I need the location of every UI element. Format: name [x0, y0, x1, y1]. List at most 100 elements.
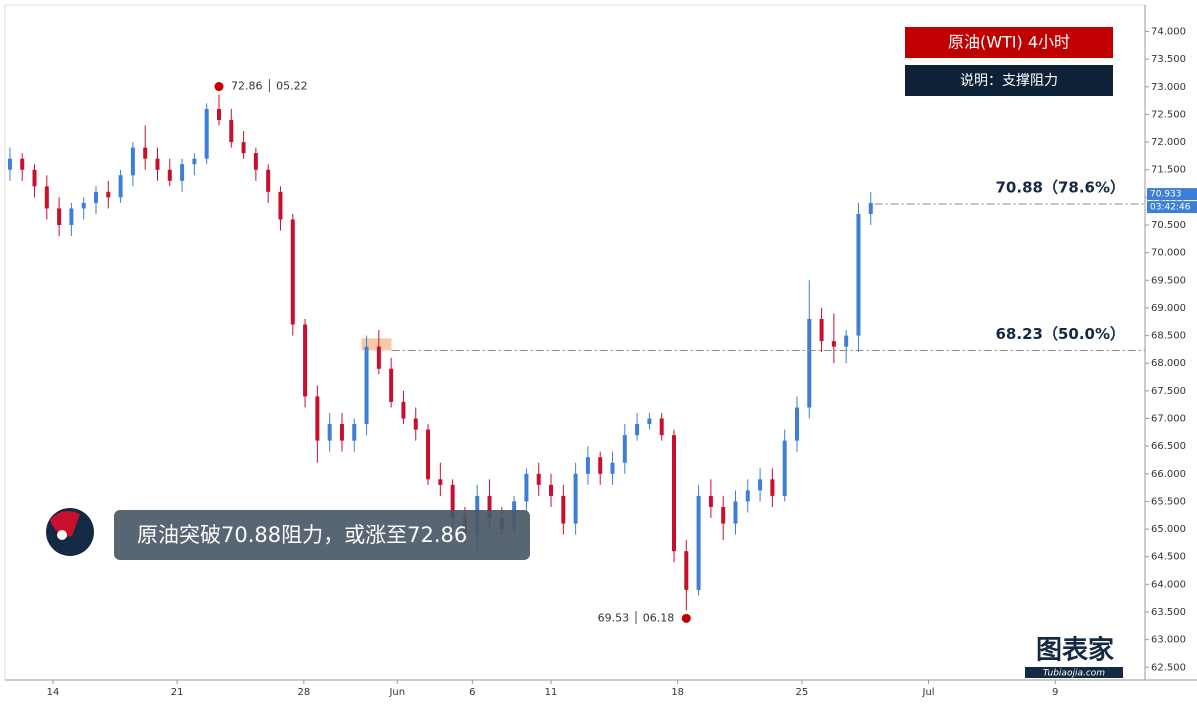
- candle-body: [106, 191, 111, 198]
- candle-body: [598, 457, 603, 474]
- y-tick-label: 66.500: [1151, 441, 1186, 452]
- y-tick-label: 72.000: [1151, 137, 1186, 148]
- candle-body: [585, 457, 590, 474]
- chart-title: 原油(WTI) 4小时: [948, 33, 1070, 52]
- y-tick-label: 73.000: [1151, 82, 1186, 93]
- candle-body: [266, 169, 271, 192]
- candle-body: [856, 213, 861, 336]
- y-tick-label: 64.500: [1151, 552, 1186, 563]
- candle-body: [216, 108, 221, 120]
- candle-body: [118, 175, 123, 198]
- candle-body: [844, 335, 849, 347]
- headline: 原油突破70.88阻力，或涨至72.86: [137, 523, 467, 547]
- candle-body: [32, 169, 37, 187]
- candle-body: [413, 418, 418, 430]
- y-tick-label: 65.000: [1151, 524, 1186, 535]
- y-tick-label: 71.500: [1151, 165, 1186, 176]
- chart-subtitle: 说明：支撑阻力: [960, 73, 1058, 89]
- x-tick-label: 11: [545, 687, 558, 698]
- y-tick-label: 72.500: [1151, 109, 1186, 120]
- headline-box: [114, 510, 530, 560]
- price-tag: 70.933: [1150, 190, 1182, 200]
- candle-body: [868, 202, 873, 214]
- candle-body: [376, 346, 381, 369]
- candle-body: [20, 158, 25, 170]
- candle-body: [389, 368, 394, 402]
- y-tick-label: 67.000: [1151, 414, 1186, 425]
- candle-body: [770, 479, 775, 496]
- y-tick-label: 68.500: [1151, 331, 1186, 342]
- candle-body: [561, 495, 566, 524]
- candle-body: [647, 418, 652, 425]
- candle-body: [524, 473, 529, 502]
- highlight-box: [361, 338, 392, 351]
- x-tick-label: 28: [297, 687, 310, 698]
- candle-body: [610, 462, 615, 474]
- y-tick-label: 68.000: [1151, 358, 1186, 369]
- x-tick-label: 18: [671, 687, 684, 698]
- candle-body: [671, 435, 676, 552]
- y-tick-label: 70.500: [1151, 220, 1186, 231]
- logo-icon-eye: [57, 530, 67, 540]
- y-tick-label: 70.000: [1151, 248, 1186, 259]
- candle-body: [426, 429, 431, 480]
- candle-body: [241, 142, 246, 154]
- candle-body: [290, 219, 295, 325]
- y-tick-label: 74.000: [1151, 27, 1186, 38]
- candle-body: [401, 401, 406, 419]
- extreme-dot: [214, 82, 224, 92]
- candle-body: [167, 169, 172, 181]
- title-box: [905, 27, 1113, 58]
- candle-body: [536, 473, 541, 485]
- logo-text: 图表家: [1036, 635, 1114, 666]
- y-tick-label: 65.500: [1151, 496, 1186, 507]
- x-tick-label: 21: [171, 687, 184, 698]
- y-tick-label: 62.500: [1151, 662, 1186, 673]
- x-tick-label: 14: [47, 687, 60, 698]
- candle-body: [635, 424, 640, 436]
- candle-body: [315, 396, 320, 441]
- x-tick-label: 6: [469, 687, 475, 698]
- subtitle-box: [905, 65, 1113, 96]
- y-tick-label: 69.500: [1151, 275, 1186, 286]
- y-tick-label: 67.500: [1151, 386, 1186, 397]
- candle-body: [659, 418, 664, 436]
- candle-body: [573, 473, 578, 524]
- candle-body: [782, 440, 787, 496]
- x-tick-label: 25: [796, 687, 809, 698]
- logo-sub: Tubiaojia.com: [1043, 669, 1105, 679]
- extreme-dot: [681, 613, 691, 623]
- x-tick-label: 9: [1052, 687, 1058, 698]
- candle-body: [794, 407, 799, 441]
- candle-body: [819, 319, 824, 342]
- candle-body: [192, 158, 197, 165]
- candle-body: [622, 435, 627, 463]
- candle-body: [94, 191, 99, 203]
- candle-body: [130, 147, 135, 176]
- y-tick-label: 69.000: [1151, 303, 1186, 314]
- candle-body: [278, 191, 283, 220]
- candle-body: [450, 484, 455, 519]
- extreme-label: 69.53 │ 06.18: [598, 610, 675, 624]
- candle-body: [327, 424, 332, 441]
- candle-body: [253, 153, 258, 170]
- candle-body: [831, 341, 836, 347]
- candle-body: [155, 158, 160, 170]
- x-tick-label: Jun: [388, 687, 405, 698]
- logo-icon-mark: [50, 511, 80, 537]
- candle-body: [733, 501, 738, 524]
- y-tick-label: 64.000: [1151, 579, 1186, 590]
- plot-frame: [4, 4, 1146, 681]
- extreme-label: 72.86 │ 05.22: [231, 79, 308, 93]
- y-tick-label: 66.000: [1151, 469, 1186, 480]
- candle-body: [180, 164, 185, 181]
- countdown: 03:42:46: [1150, 203, 1191, 213]
- candle-body: [684, 551, 689, 590]
- x-tick-label: Jul: [922, 687, 935, 698]
- logo-sub-box: [1025, 667, 1123, 678]
- candle-body: [352, 424, 357, 441]
- candle-body: [69, 208, 74, 226]
- candle-body: [549, 484, 554, 496]
- level-label: 68.23（50.0%）: [996, 325, 1126, 343]
- candle-body: [7, 158, 12, 170]
